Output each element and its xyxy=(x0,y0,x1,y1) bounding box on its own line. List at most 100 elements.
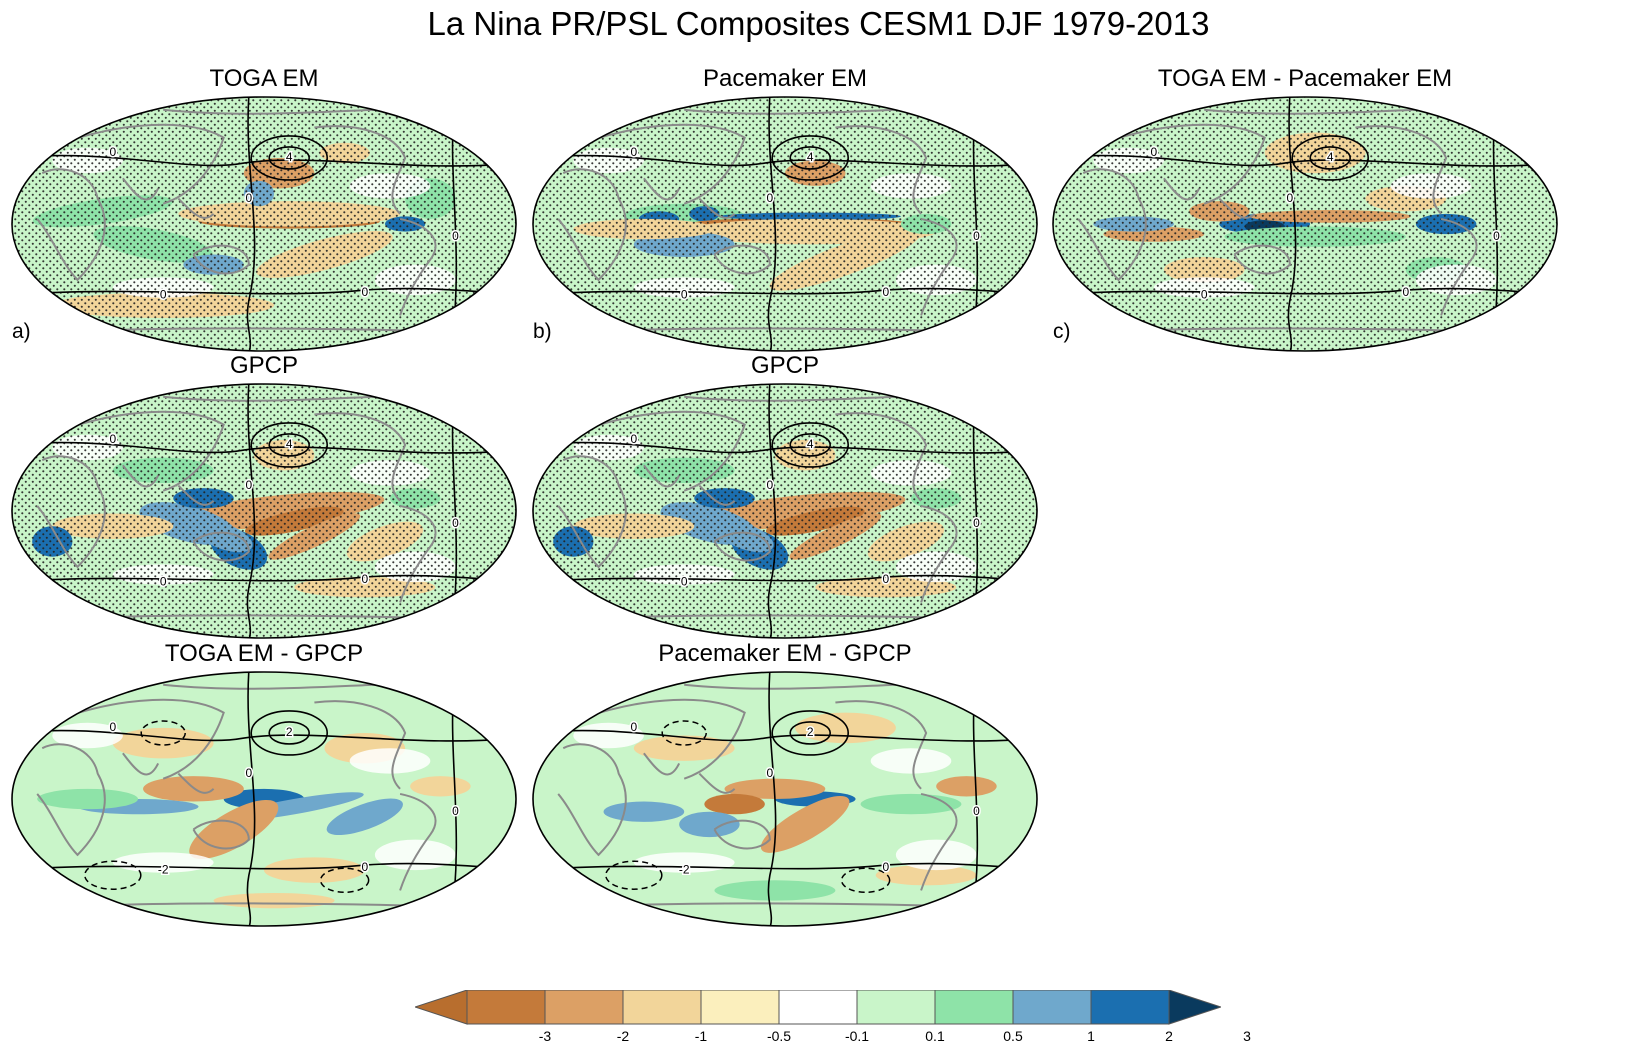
precip-anomaly-region xyxy=(633,735,735,761)
contour-label: 0 xyxy=(973,516,980,530)
map-border xyxy=(11,383,517,639)
colorbar-tick-label: -2 xyxy=(616,1028,630,1044)
contour-label: 0 xyxy=(160,574,167,588)
map-border xyxy=(1052,96,1558,352)
contour-label: 4 xyxy=(286,150,293,164)
colorbar-swatch xyxy=(700,989,780,1025)
colorbar-swatch xyxy=(544,989,624,1025)
figure-title: La Nina PR/PSL Composites CESM1 DJF 1979… xyxy=(427,5,1210,42)
map-panel-toga-minus-pacemaker: 0 0 0 0 4 0 TOGA EM - Pacemaker EM c) xyxy=(1051,65,1559,353)
map-panel-gpcp-right: 0 0 0 0 4 0 GPCP xyxy=(531,352,1039,640)
map-border xyxy=(11,671,517,927)
map-panel-toga-minus-gpcp: 0 0 0 0 2 -2 TOGA EM - GPCP xyxy=(10,640,518,928)
contour-label: 0 xyxy=(1150,145,1157,159)
colorbar-tick-label: 0.1 xyxy=(925,1028,945,1044)
colorbar-tick-label: 0.5 xyxy=(1003,1028,1023,1044)
map-projection: 0 0 0 0 4 0 xyxy=(532,96,1038,352)
precip-anomaly-region xyxy=(410,776,471,797)
contour-label: 0 xyxy=(630,432,637,446)
colorbar-swatch xyxy=(1012,989,1092,1025)
map-panel-pacemaker-minus-gpcp: 0 0 0 0 2 -2 Pacemaker EM - GPCP xyxy=(531,640,1039,928)
contour-label: 0 xyxy=(109,432,116,446)
contour-label: 0 xyxy=(681,287,688,301)
contour-label: 0 xyxy=(630,720,637,734)
precip-anomaly-region xyxy=(213,892,335,909)
contour-label: 0 xyxy=(361,860,368,874)
contour-label: 0 xyxy=(630,145,637,159)
contour-label: 0 xyxy=(882,285,889,299)
panel-title: GPCP xyxy=(229,352,298,379)
precip-anomaly-region xyxy=(37,788,138,810)
precip-anomaly-region xyxy=(603,801,685,822)
colorbar-under-triangle xyxy=(413,989,468,1025)
contour-label: 0 xyxy=(246,766,253,780)
map-border xyxy=(532,383,1038,639)
contour-label: 2 xyxy=(807,725,814,739)
colorbar-swatch xyxy=(778,989,858,1025)
colorbar-tick-label: 1 xyxy=(1087,1028,1095,1044)
contour-label: 2 xyxy=(286,725,293,739)
contour-label: 0 xyxy=(160,287,167,301)
contour-label: 0 xyxy=(973,804,980,818)
contour-label: 0 xyxy=(767,478,774,492)
significance-stippling xyxy=(12,384,516,638)
slp-contours xyxy=(1053,97,1557,351)
contour-label: 0 xyxy=(1493,229,1500,243)
colorbar-tick-label: -0.1 xyxy=(844,1028,870,1044)
colorbar-swatch xyxy=(466,989,546,1025)
contour-label: -2 xyxy=(679,862,690,876)
precip-anomaly-region xyxy=(936,776,997,797)
panel-letter: b) xyxy=(533,320,552,343)
contour-label: 0 xyxy=(361,572,368,586)
contour-label: -2 xyxy=(158,862,169,876)
precip-anomaly-region xyxy=(264,857,365,883)
precip-anomaly-region xyxy=(714,880,836,901)
colorbar-tick-label: 2 xyxy=(1165,1028,1173,1044)
contour-label: 0 xyxy=(246,478,253,492)
colorbar-tick-label: 3 xyxy=(1243,1028,1251,1044)
contour-label: 0 xyxy=(452,516,459,530)
colorbar: -3 -2 -1 -0.5 -0.1 0.1 0.5 1 2 3 xyxy=(413,989,1251,1046)
panel-title: GPCP xyxy=(750,352,819,379)
contour-label: 0 xyxy=(109,145,116,159)
contour-label: 4 xyxy=(1327,150,1334,164)
map-projection: 0 0 0 0 4 0 xyxy=(532,383,1038,639)
contour-label: 0 xyxy=(452,229,459,243)
contour-label: 0 xyxy=(973,229,980,243)
contour-label: 4 xyxy=(807,150,814,164)
significance-stippling xyxy=(533,97,1037,351)
coastlines xyxy=(557,108,1012,335)
coastlines xyxy=(557,683,1012,910)
slp-contours xyxy=(533,672,1037,926)
panel-letter: a) xyxy=(12,320,31,343)
contour-label: 0 xyxy=(1402,285,1409,299)
colorbar-tick-label: -3 xyxy=(538,1028,552,1044)
map-border xyxy=(532,96,1038,352)
map-projection: 0 0 0 0 4 0 xyxy=(11,383,517,639)
significance-stippling xyxy=(1053,97,1557,351)
contour-label: 0 xyxy=(767,191,774,205)
contour-label: 4 xyxy=(286,437,293,451)
colorbar-swatch xyxy=(622,989,702,1025)
map-border xyxy=(532,671,1038,927)
panel-title: Pacemaker EM xyxy=(702,65,868,92)
contour-label: 0 xyxy=(452,804,459,818)
colorbar-swatches xyxy=(413,989,1223,1025)
significance-stippling xyxy=(533,384,1037,638)
precip-anomaly-region xyxy=(326,798,403,836)
map-border xyxy=(11,96,517,352)
significance-stippling xyxy=(12,97,516,351)
map-projection: 0 0 0 0 2 -2 xyxy=(11,671,517,927)
colorbar-tick-label: -0.5 xyxy=(766,1028,792,1044)
contour-label: 0 xyxy=(1287,191,1294,205)
precip-anomaly-region xyxy=(679,811,740,838)
panel-title: TOGA EM - Pacemaker EM xyxy=(1157,65,1453,92)
contour-label: 0 xyxy=(109,720,116,734)
contour-label: 0 xyxy=(882,572,889,586)
contour-label: 0 xyxy=(681,574,688,588)
colorbar-tick-label: -1 xyxy=(694,1028,708,1044)
colorbar-over-triangle xyxy=(1168,989,1223,1025)
map-panel-toga-em: 0 0 0 0 4 0 TOGA EM a) xyxy=(10,65,518,353)
panel-title: TOGA EM xyxy=(209,65,319,92)
map-panel-pacemaker-em: 0 0 0 0 4 0 Pacemaker EM b) xyxy=(531,65,1039,353)
